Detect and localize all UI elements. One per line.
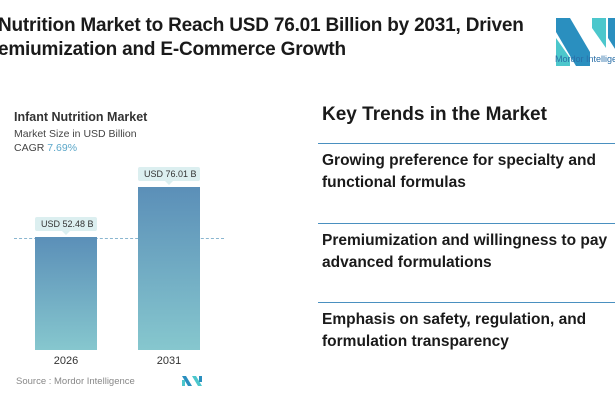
trend-item: Growing preference for specialty and fun… [322, 152, 596, 191]
logo-text: Mordor Intelligence [555, 54, 615, 64]
divider [318, 302, 615, 303]
divider [318, 143, 615, 144]
cagr-value: 7.69% [47, 142, 78, 154]
mordor-logo-icon [556, 18, 615, 66]
cagr-label: CAGR [14, 142, 45, 154]
trend-item: Premiumization and willingness to pay ad… [322, 232, 608, 271]
small-logo-icon [182, 376, 202, 386]
trend-item: Emphasis on safety, regulation, and form… [322, 311, 587, 350]
data-label: USD 76.01 B [138, 167, 200, 185]
source: Source : Mordor Intelligence [16, 376, 135, 387]
bar-2031 [138, 187, 200, 350]
reference-line [14, 238, 224, 239]
cagr: CAGR 7.69% [14, 142, 77, 154]
chart-title: Infant Nutrition Market [14, 110, 148, 124]
title-line: Nutrition Market to Reach USD 76.01 Bill… [0, 15, 524, 36]
bar-2026 [35, 237, 97, 350]
x-tick-label: 2031 [156, 355, 182, 367]
title-line: emiumization and E-Commerce Growth [0, 39, 346, 60]
page-title: Nutrition Market to Reach USD 76.01 Bill… [0, 14, 524, 62]
key-trends-title: Key Trends in the Market [322, 104, 547, 125]
x-tick-label: 2026 [53, 355, 79, 367]
chart-subtitle: Market Size in USD Billion [14, 128, 137, 140]
data-label: USD 52.48 B [35, 217, 97, 236]
divider [318, 223, 615, 224]
